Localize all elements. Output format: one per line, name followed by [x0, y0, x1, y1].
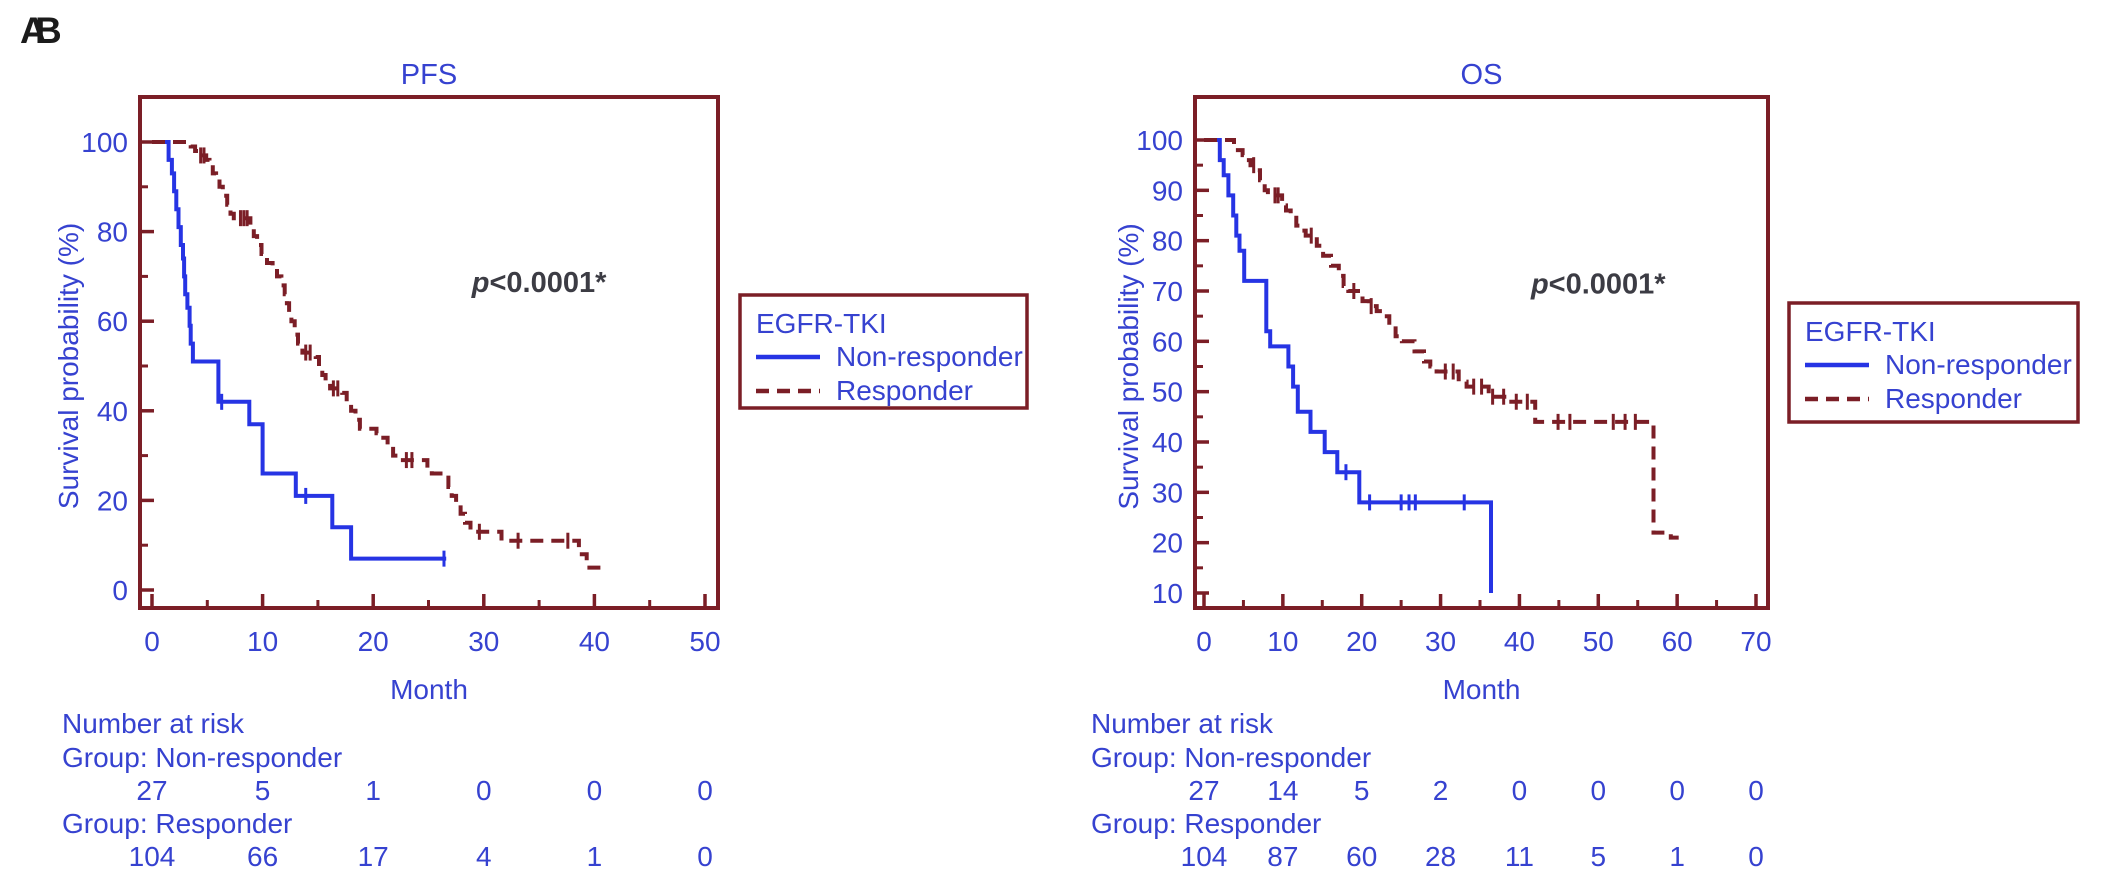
- risk-count: 11: [1505, 841, 1534, 872]
- risk-group-label: Group: Responder: [62, 808, 292, 839]
- panel-pfs: PFS 0 10 20 30 40 50 0 20 40 60 80 100 Month Survival …: [53, 59, 1029, 872]
- x-axis-tick-label: 20: [1346, 626, 1377, 657]
- risk-table-header: Number at risk: [1091, 708, 1274, 739]
- y-axis-tick-label: 50: [1152, 377, 1183, 408]
- legend-entry-label: Non-responder: [1885, 349, 2072, 380]
- risk-count: 0: [1590, 775, 1606, 806]
- x-axis-tick-label: 30: [1425, 626, 1456, 657]
- chart-title: PFS: [401, 59, 457, 91]
- km-curve-non-responder: [152, 140, 447, 561]
- y-axis-tick-label: 100: [1136, 125, 1183, 156]
- x-axis-tick-label: 20: [358, 626, 389, 657]
- risk-count: 28: [1425, 841, 1456, 872]
- legend-entry-label: Responder: [836, 375, 973, 406]
- y-axis-tick-label: 90: [1152, 175, 1183, 206]
- risk-count: 27: [136, 775, 167, 806]
- legend-entry-label: Responder: [1885, 383, 2022, 414]
- risk-count: 0: [476, 775, 492, 806]
- risk-count: 1: [365, 775, 381, 806]
- km-curve-responder: [1204, 138, 1679, 540]
- axis-title-x: Month: [1443, 674, 1521, 705]
- y-axis-tick-label: 60: [1152, 326, 1183, 357]
- y-axis-tick-label: 30: [1152, 477, 1183, 508]
- x-axis-tick-label: 40: [1504, 626, 1535, 657]
- axis-title-y: Survival probability (%): [1113, 223, 1144, 509]
- panel-label-a: A: [20, 10, 47, 51]
- y-axis-tick-label: 60: [97, 306, 128, 337]
- risk-table-header: Number at risk: [62, 708, 245, 739]
- risk-count: 66: [247, 841, 278, 872]
- risk-group-label: Group: Non-responder: [1091, 742, 1371, 773]
- risk-count: 1: [1669, 841, 1685, 872]
- risk-count: 5: [1354, 775, 1370, 806]
- x-axis-tick-label: 10: [247, 626, 278, 657]
- x-axis-tick-label: 70: [1740, 626, 1771, 657]
- axis-title-y: Survival probability (%): [53, 223, 84, 509]
- y-axis-tick-label: 20: [1152, 528, 1183, 559]
- x-axis-tick-label: 60: [1662, 626, 1693, 657]
- risk-count: 0: [1669, 775, 1685, 806]
- legend-title: EGFR-TKI: [756, 308, 887, 339]
- y-axis-tick-label: 10: [1152, 578, 1183, 609]
- risk-group-label: Group: Non-responder: [62, 742, 342, 773]
- km-curve-non-responder: [1204, 138, 1493, 593]
- x-axis-tick-label: 50: [689, 626, 720, 657]
- risk-count: 0: [1748, 775, 1764, 806]
- chart-title: OS: [1461, 59, 1503, 91]
- plot-frame: [138, 95, 720, 610]
- x-axis-tick-label: 30: [468, 626, 499, 657]
- risk-count: 4: [476, 841, 492, 872]
- risk-count: 2: [1433, 775, 1449, 806]
- y-axis-tick-label: 80: [97, 217, 128, 248]
- panel-label-b: B: [35, 10, 62, 51]
- risk-count: 0: [697, 841, 713, 872]
- x-axis-tick-label: 40: [579, 626, 610, 657]
- p-value-annotation: p<0.0001*: [471, 267, 607, 299]
- legend-entry-label: Non-responder: [836, 341, 1023, 372]
- risk-count: 1: [587, 841, 603, 872]
- risk-count: 5: [255, 775, 271, 806]
- panel-os: OS 0 10 20 30 40 50 60 70 10 20 30 40 50 60 70 80 90 100 Mo…: [1063, 0, 2126, 882]
- x-axis-tick-label: 50: [1583, 626, 1614, 657]
- legend-title: EGFR-TKI: [1805, 316, 1936, 347]
- y-axis-tick-label: 40: [97, 396, 128, 427]
- y-axis-tick-label: 80: [1152, 226, 1183, 257]
- risk-count: 87: [1267, 841, 1298, 872]
- km-chart-os: OS0 10 20 30 40 50 60 70102030405060708090100Mo…: [1091, 59, 2080, 872]
- risk-count: 0: [1512, 775, 1528, 806]
- risk-count: 5: [1590, 841, 1606, 872]
- axis-title-x: Month: [390, 674, 468, 705]
- risk-count: 60: [1346, 841, 1377, 872]
- y-axis-tick-label: 0: [112, 575, 128, 606]
- risk-count: 27: [1188, 775, 1219, 806]
- x-axis-tick-label: 10: [1267, 626, 1298, 657]
- x-axis-tick-label: 0: [144, 626, 160, 657]
- y-axis-tick-label: 70: [1152, 276, 1183, 307]
- y-axis-tick-label: 100: [81, 127, 128, 158]
- x-axis-tick-label: 0: [1196, 626, 1212, 657]
- risk-group-label: Group: Responder: [1091, 808, 1321, 839]
- y-axis-tick-label: 40: [1152, 427, 1183, 458]
- km-curve-responder: [152, 140, 608, 570]
- legend-box: [738, 293, 1029, 410]
- plot-frame: [1193, 95, 1770, 610]
- risk-count: 104: [129, 841, 176, 872]
- risk-count: 0: [1748, 841, 1764, 872]
- risk-count: 14: [1267, 775, 1298, 806]
- risk-count: 0: [697, 775, 713, 806]
- risk-count: 104: [1181, 841, 1228, 872]
- risk-count: 17: [358, 841, 389, 872]
- risk-count: 0: [587, 775, 603, 806]
- y-axis-tick-label: 20: [97, 485, 128, 516]
- p-value-annotation: p<0.0001*: [1530, 269, 1666, 301]
- legend-box: [1787, 301, 2080, 424]
